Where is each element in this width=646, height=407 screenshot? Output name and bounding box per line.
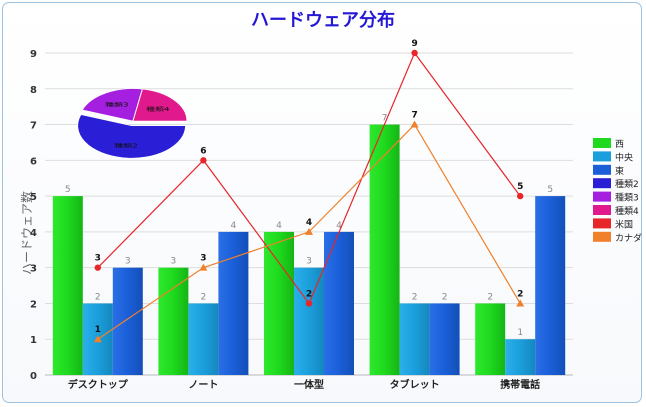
bar-value-label: 1: [517, 328, 523, 338]
pie-slice-label: 種類3: [105, 101, 129, 108]
legend-swatch: [593, 138, 611, 148]
line-point: [516, 299, 525, 307]
chart-title: ハードウェア分布: [251, 9, 395, 31]
axis-layer: 0 1 2 3 4 5 6 7 8 9 デスクトップ ノート 一体型 タブレット 携帯電話: [30, 49, 540, 391]
line-point: [93, 335, 102, 343]
y-tick-label: 7: [30, 121, 37, 132]
bar: [505, 339, 536, 375]
lines-layer: 3 6 2 9 5 1 3 4 7 2: [93, 39, 525, 343]
bar: [294, 267, 324, 375]
bar-value-label: 3: [306, 257, 312, 267]
line-point: [94, 264, 102, 271]
line-value-label: 2: [517, 289, 523, 299]
bar-value-label: 4: [336, 221, 342, 231]
bar-value-label: 2: [442, 292, 448, 302]
y-tick-label: 3: [30, 264, 37, 275]
line-value-label: 1: [95, 325, 101, 335]
legend-label: 東: [615, 165, 624, 177]
line-point: [305, 300, 313, 307]
x-tick-label: ノート: [188, 379, 218, 391]
line-value-label: 3: [200, 254, 206, 264]
y-tick-label: 2: [30, 299, 37, 310]
bar-value-label: 5: [547, 185, 553, 195]
y-tick-label: 1: [30, 335, 37, 346]
y-axis-label: ハードウェア数: [19, 191, 34, 275]
bar: [264, 231, 294, 375]
line-value-label: 6: [200, 146, 206, 156]
bar-value-label: 3: [125, 257, 131, 267]
legend-swatch: [593, 178, 611, 189]
line-value-label: 9: [411, 39, 417, 49]
bar: [188, 303, 219, 375]
legend-swatch: [593, 231, 611, 242]
x-tick-label: デスクトップ: [68, 378, 129, 391]
legend-label: 種類3: [615, 193, 639, 204]
x-tick-label: 一体型: [294, 378, 324, 391]
bar: [399, 303, 430, 375]
legend-label: 中央: [615, 151, 633, 163]
legend-swatch: [593, 205, 611, 215]
pie-chart: 種類2 種類3 種類4: [77, 88, 188, 159]
legend-swatch: [593, 151, 611, 162]
bar-value-label: 2: [201, 292, 207, 302]
bar-value-label: 4: [231, 221, 237, 231]
y-tick-label: 6: [30, 156, 37, 167]
bar: [324, 231, 354, 375]
line-value-label: 2: [306, 289, 312, 299]
bar-value-label: 2: [487, 292, 493, 302]
bar: [158, 267, 189, 375]
bar-value-label: 5: [65, 185, 71, 195]
legend-swatch: [593, 164, 611, 175]
bar: [218, 231, 249, 375]
y-tick-label: 8: [30, 85, 37, 96]
bar-value-label: 2: [412, 292, 418, 302]
y-tick-label: 4: [30, 228, 37, 239]
x-tick-label: 携帯電話: [500, 378, 540, 391]
line-point: [305, 227, 313, 235]
y-tick-label: 0: [30, 371, 37, 382]
pie-slice: [81, 88, 143, 122]
line-value-label: 4: [306, 218, 312, 228]
line-point: [517, 192, 524, 200]
legend-swatch: [593, 191, 611, 202]
line-point: [200, 157, 207, 164]
legend-label: カナダ: [615, 232, 642, 244]
legend-label: 西: [615, 139, 624, 150]
legend-swatch: [593, 218, 611, 229]
legend-label: 種類2: [615, 179, 639, 190]
legend-label: 米国: [615, 218, 633, 230]
bar-value-label: 2: [95, 292, 101, 302]
bar-value-label: 7: [382, 114, 388, 124]
pie-slice-label: 種類4: [146, 105, 170, 112]
bar: [475, 303, 506, 375]
y-tick-label: 9: [30, 49, 37, 60]
bar-value-label: 4: [276, 221, 282, 231]
bar: [52, 196, 83, 375]
bar: [369, 124, 400, 375]
line-value-label: 7: [411, 111, 417, 121]
bar: [112, 267, 143, 375]
x-tick-label: タブレット: [390, 378, 440, 391]
line-value-label: 3: [95, 254, 101, 264]
line-point: [410, 120, 419, 128]
legend-label: 種類4: [615, 206, 639, 217]
bar: [535, 196, 566, 375]
y-tick-label: 5: [30, 192, 37, 203]
pie-slice: [77, 114, 187, 159]
pie-slice-label: 種類2: [114, 141, 138, 148]
bar-value-label: 3: [171, 257, 177, 267]
pie-slice: [132, 88, 188, 122]
line-point: [199, 263, 208, 271]
bars-layer: 5 2 3 3 2 4 4 3 4 7 2 2 2 1 5: [52, 114, 566, 375]
line-point: [411, 49, 418, 57]
line-value-label: 5: [517, 182, 523, 192]
bar: [429, 303, 460, 375]
